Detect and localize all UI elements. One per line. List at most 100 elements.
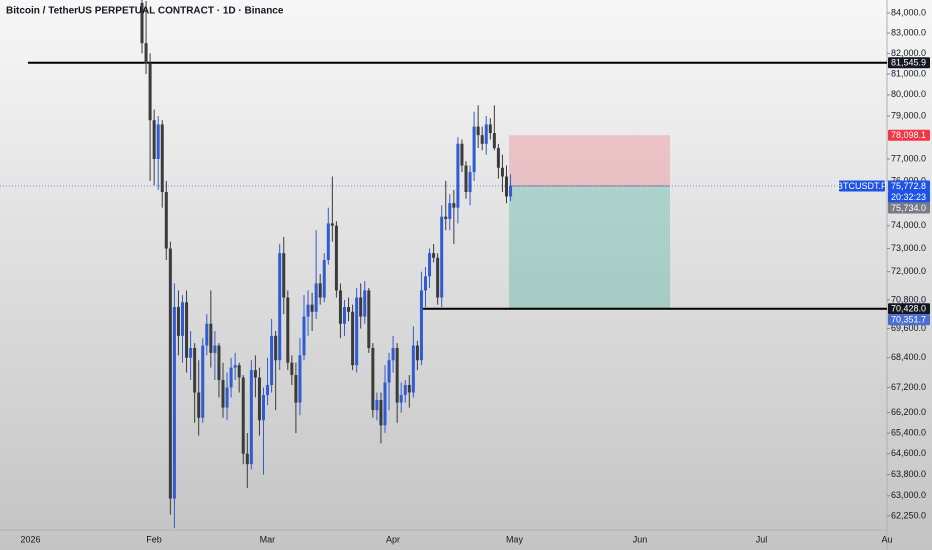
candle-body [330, 223, 334, 226]
candle-body [395, 347, 399, 403]
candle-body [367, 290, 371, 348]
candle-body [347, 307, 351, 312]
candle-body [286, 297, 290, 363]
y-tick-label: 84,000.0 [891, 7, 926, 17]
candle-body [294, 375, 298, 403]
price-tag-label: 70,351.7 [891, 315, 926, 325]
y-tick-label: 73,000.0 [891, 243, 926, 253]
y-tick-label: 72,000.0 [891, 266, 926, 276]
candle-body [460, 143, 464, 166]
candle-body [306, 304, 310, 317]
candle-body [468, 172, 472, 193]
candle-body [310, 304, 314, 312]
price-tag-label: 81,545.9 [891, 58, 926, 68]
price-tag [888, 303, 930, 315]
candle-body [318, 283, 322, 298]
candle-body [351, 311, 355, 366]
candle-body [476, 126, 480, 136]
candle-body [334, 225, 338, 291]
candle-body [156, 124, 160, 159]
candle-body [253, 370, 257, 378]
candle-body [144, 43, 148, 64]
candle-body [326, 223, 330, 261]
candle-body [391, 347, 395, 361]
candle-body [201, 345, 205, 418]
price-tag [888, 57, 930, 69]
candle-body [419, 290, 423, 361]
y-tick-label: 70,800.0 [891, 294, 926, 304]
y-tick-label: 63,000.0 [891, 490, 926, 500]
candle-body [355, 297, 359, 366]
candle-body [440, 216, 444, 298]
candle-body [245, 453, 249, 465]
candle-body [375, 400, 379, 411]
candle-body [411, 345, 415, 393]
candle-body [225, 387, 229, 408]
target-zone [509, 185, 670, 309]
candle-body [407, 384, 411, 393]
x-tick-label: Au [882, 534, 893, 544]
chart-title: Bitcoin / TetherUS PERPETUAL CONTRACT · … [6, 6, 284, 17]
candle-body [266, 384, 270, 395]
candle-body [152, 120, 156, 159]
candle-body [472, 126, 476, 173]
price-tag-label: 75,772.8 [891, 181, 926, 191]
candle-body [193, 347, 197, 393]
y-tick-label: 63,800.0 [891, 469, 926, 479]
y-tick-label: 80,000.0 [891, 89, 926, 99]
countdown-label: 20:32:23 [891, 192, 926, 202]
candle-body [205, 323, 209, 346]
candle-body [488, 124, 492, 134]
x-tick-label: Mar [260, 534, 276, 544]
candle-body [464, 165, 468, 193]
candle-body [379, 400, 383, 426]
candle-body [302, 316, 306, 356]
y-tick-label: 83,000.0 [891, 27, 926, 37]
candle-body [168, 248, 172, 499]
x-tick-label: Jul [756, 534, 768, 544]
candle-body [387, 360, 391, 383]
candle-body [209, 323, 213, 353]
candle-body [444, 216, 448, 219]
candle-body [237, 365, 241, 378]
x-tick-label: 2026 [20, 534, 40, 544]
symbol-label: BTCUSDT.P [837, 181, 887, 191]
candle-body [322, 260, 326, 298]
candle-body [257, 377, 261, 421]
candle-body [399, 394, 403, 403]
candle-body [233, 365, 237, 368]
candle-body [282, 253, 286, 298]
candle-body [484, 124, 488, 144]
candle-body [249, 370, 253, 465]
candle-body [448, 203, 452, 219]
candle-body [164, 192, 168, 249]
y-tick-label: 81,000.0 [891, 68, 926, 78]
price-tag-label: 75,734.0 [891, 203, 926, 213]
stop-zone [509, 135, 670, 186]
candle-body [492, 133, 496, 149]
candle-body [213, 345, 217, 353]
price-tag [888, 202, 930, 214]
candle-body [403, 384, 407, 395]
candle-body [160, 124, 164, 193]
candle-body [197, 392, 201, 418]
candle-body [505, 176, 508, 197]
candle-body [338, 290, 342, 324]
x-tick-label: Feb [146, 534, 162, 544]
candle-body [428, 253, 432, 277]
price-tag [888, 314, 930, 326]
candle-body [363, 290, 367, 317]
candle-body [274, 335, 278, 361]
countdown-tag [888, 191, 930, 203]
candle-body [500, 167, 504, 177]
candle-body [181, 302, 184, 336]
candle-body [424, 276, 427, 291]
candle-body [290, 362, 294, 376]
y-tick-label: 74,000.0 [891, 220, 926, 230]
x-tick-label: Jun [633, 534, 648, 544]
candle-body [509, 185, 513, 197]
plot-area [0, 0, 887, 529]
candle-body [221, 380, 225, 408]
candle-body [314, 283, 318, 312]
